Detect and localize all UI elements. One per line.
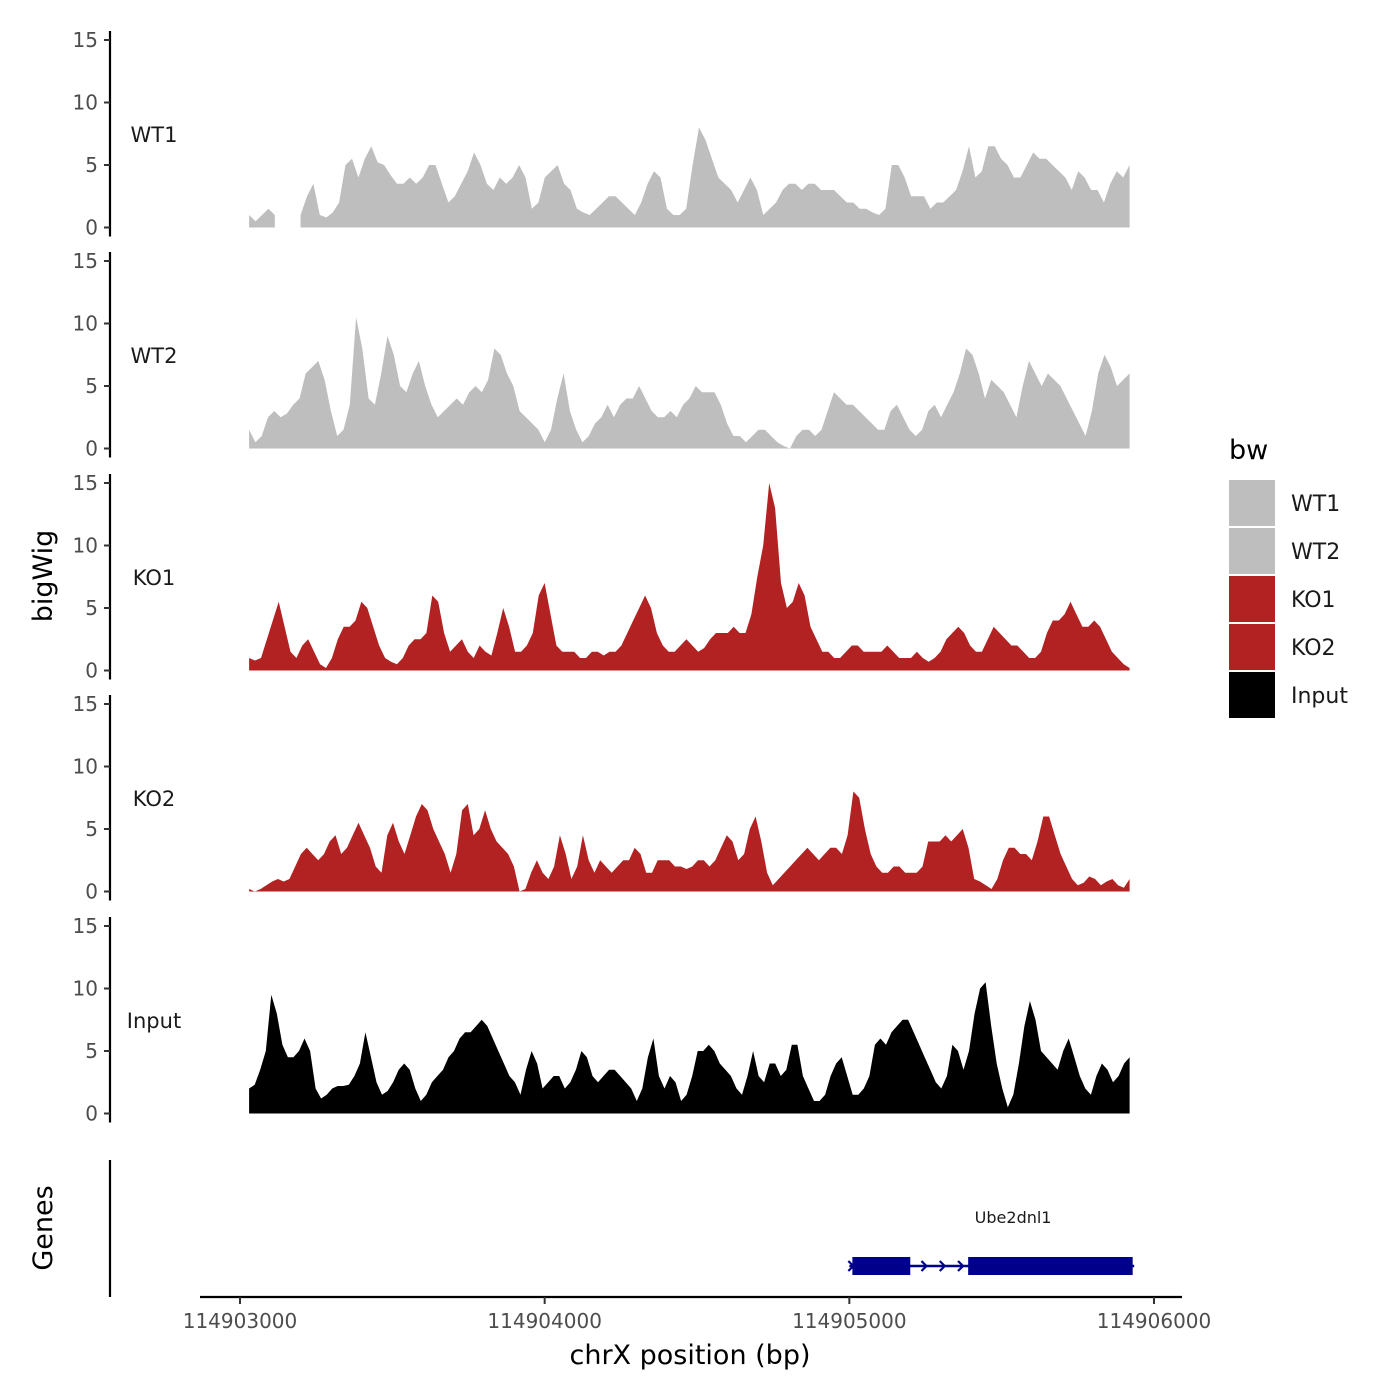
track-label-wt1: WT1 — [131, 123, 178, 147]
y-tick-label: 10 — [73, 91, 98, 115]
legend-title: bw — [1229, 435, 1268, 466]
track-ko1: 0 5 10 15 KO1 — [73, 471, 1130, 683]
legend-swatch-wt1 — [1229, 480, 1275, 526]
y-axis-title: bigWig — [28, 530, 59, 623]
x-axis-title: chrX position (bp) — [569, 1340, 810, 1371]
track-label-ko2: KO2 — [133, 787, 176, 811]
legend-label-input: Input — [1291, 684, 1348, 709]
x-tick-label: 114904000 — [487, 1309, 602, 1333]
track-wt2: 0 5 10 15 WT2 — [73, 249, 1130, 461]
gene-exon — [852, 1257, 911, 1275]
y-tick-label: 0 — [85, 216, 98, 240]
y-tick-label: 0 — [85, 1102, 98, 1126]
legend-swatch-input — [1229, 672, 1275, 718]
y-tick-label: 0 — [85, 659, 98, 683]
area-wt2 — [249, 317, 1130, 449]
x-tick-label: 114906000 — [1097, 1309, 1212, 1333]
y-tick-label: 5 — [85, 153, 98, 177]
y-tick-label: 5 — [85, 374, 98, 398]
area-ko1 — [249, 483, 1130, 671]
y-tick-label: 5 — [85, 596, 98, 620]
gene-strand-arrow — [920, 1260, 929, 1272]
legend-label-wt2: WT2 — [1291, 540, 1340, 565]
legend-label-ko2: KO2 — [1291, 636, 1336, 661]
y-tick-label: 15 — [73, 692, 98, 716]
y-tick-label: 10 — [73, 755, 98, 779]
track-label-ko1: KO1 — [133, 566, 176, 590]
track-ko2: 0 5 10 15 KO2 — [73, 692, 1130, 904]
legend: bw WT1 WT2 KO1 KO2 Input — [1229, 435, 1348, 718]
legend-label-ko1: KO1 — [1291, 588, 1336, 613]
coverage-tracks: 0 5 10 15 WT1 0 5 10 15 WT2 0 5 10 15 KO1 0 5 10 15 KO2 0 5 10… — [73, 28, 1130, 1126]
y-tick-label: 10 — [73, 977, 98, 1001]
x-axis: 114903000 114904000 114905000 114906000 — [183, 1295, 1212, 1333]
track-input: 0 5 10 15 Input — [73, 914, 1130, 1126]
y-tick-label: 5 — [85, 817, 98, 841]
y-tick-label: 0 — [85, 880, 98, 904]
gene-track: Ube2dnl1 — [108, 1160, 1135, 1297]
legend-swatch-wt2 — [1229, 528, 1275, 574]
y-tick-label: 5 — [85, 1039, 98, 1063]
y-tick-label: 15 — [73, 28, 98, 52]
x-tick-label: 114903000 — [183, 1309, 298, 1333]
track-label-input: Input — [127, 1009, 181, 1033]
area-input — [249, 982, 1130, 1114]
y-tick-label: 15 — [73, 249, 98, 273]
legend-swatch-ko1 — [1229, 576, 1275, 622]
area-wt1 — [249, 208, 275, 228]
gene-strand-arrow — [957, 1260, 965, 1272]
track-wt1: 0 5 10 15 WT1 — [73, 28, 1130, 240]
gene-exon — [968, 1257, 1133, 1275]
x-tick-label: 114905000 — [792, 1309, 907, 1333]
y-tick-label: 0 — [85, 437, 98, 461]
legend-swatch-ko2 — [1229, 624, 1275, 670]
y-tick-label: 10 — [73, 534, 98, 558]
gene-strand-arrow — [938, 1260, 947, 1272]
y-tick-label: 10 — [73, 312, 98, 336]
y-tick-label: 15 — [73, 914, 98, 938]
area-ko2 — [249, 791, 1130, 892]
legend-label-wt1: WT1 — [1291, 492, 1340, 517]
area-wt1 — [300, 127, 1130, 228]
gene-strand-arrow — [847, 1260, 855, 1272]
gene-label: Ube2dnl1 — [975, 1208, 1052, 1227]
gene-track-title: Genes — [28, 1185, 59, 1270]
y-tick-label: 15 — [73, 471, 98, 495]
track-label-wt2: WT2 — [131, 344, 178, 368]
